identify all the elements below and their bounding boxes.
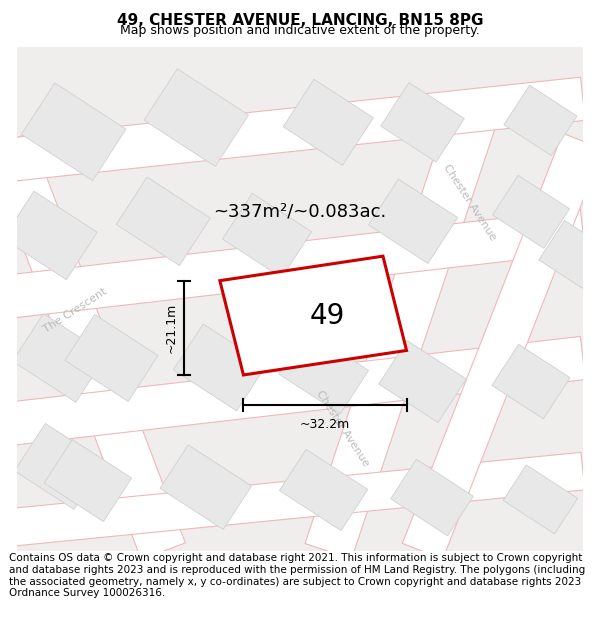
Text: Contains OS data © Crown copyright and database right 2021. This information is : Contains OS data © Crown copyright and d…: [9, 554, 585, 598]
Polygon shape: [6, 452, 584, 546]
Polygon shape: [173, 324, 266, 411]
Text: Map shows position and indicative extent of the property.: Map shows position and indicative extent…: [120, 24, 480, 36]
Polygon shape: [13, 314, 107, 402]
Polygon shape: [278, 331, 368, 414]
Text: ~32.2m: ~32.2m: [300, 418, 350, 431]
Polygon shape: [403, 133, 600, 559]
Text: ~21.1m: ~21.1m: [164, 302, 178, 353]
Polygon shape: [144, 69, 248, 166]
Polygon shape: [3, 191, 97, 279]
Polygon shape: [22, 83, 126, 181]
Polygon shape: [391, 459, 473, 536]
Polygon shape: [381, 82, 464, 162]
Text: ~337m²/~0.083ac.: ~337m²/~0.083ac.: [214, 203, 386, 221]
Polygon shape: [5, 209, 585, 318]
Polygon shape: [492, 344, 570, 419]
Polygon shape: [539, 221, 600, 288]
Polygon shape: [223, 193, 311, 278]
Polygon shape: [493, 176, 569, 248]
Polygon shape: [368, 179, 458, 264]
Text: The Crescent: The Crescent: [42, 287, 109, 335]
Text: Chester Avenue: Chester Avenue: [442, 162, 498, 242]
Polygon shape: [220, 256, 407, 375]
Polygon shape: [5, 77, 585, 182]
Polygon shape: [504, 85, 577, 156]
Text: 49, CHESTER AVENUE, LANCING, BN15 8PG: 49, CHESTER AVENUE, LANCING, BN15 8PG: [117, 13, 483, 28]
Polygon shape: [283, 79, 373, 165]
Polygon shape: [160, 445, 251, 529]
Polygon shape: [5, 336, 585, 446]
Polygon shape: [65, 314, 158, 401]
Polygon shape: [44, 439, 131, 521]
Polygon shape: [503, 465, 578, 534]
Text: Chester Avenue: Chester Avenue: [314, 389, 371, 469]
Polygon shape: [379, 341, 466, 422]
Polygon shape: [116, 177, 211, 266]
Polygon shape: [305, 91, 502, 559]
Text: 49: 49: [310, 301, 345, 329]
Polygon shape: [280, 449, 368, 531]
Polygon shape: [14, 423, 104, 509]
Polygon shape: [0, 132, 185, 559]
